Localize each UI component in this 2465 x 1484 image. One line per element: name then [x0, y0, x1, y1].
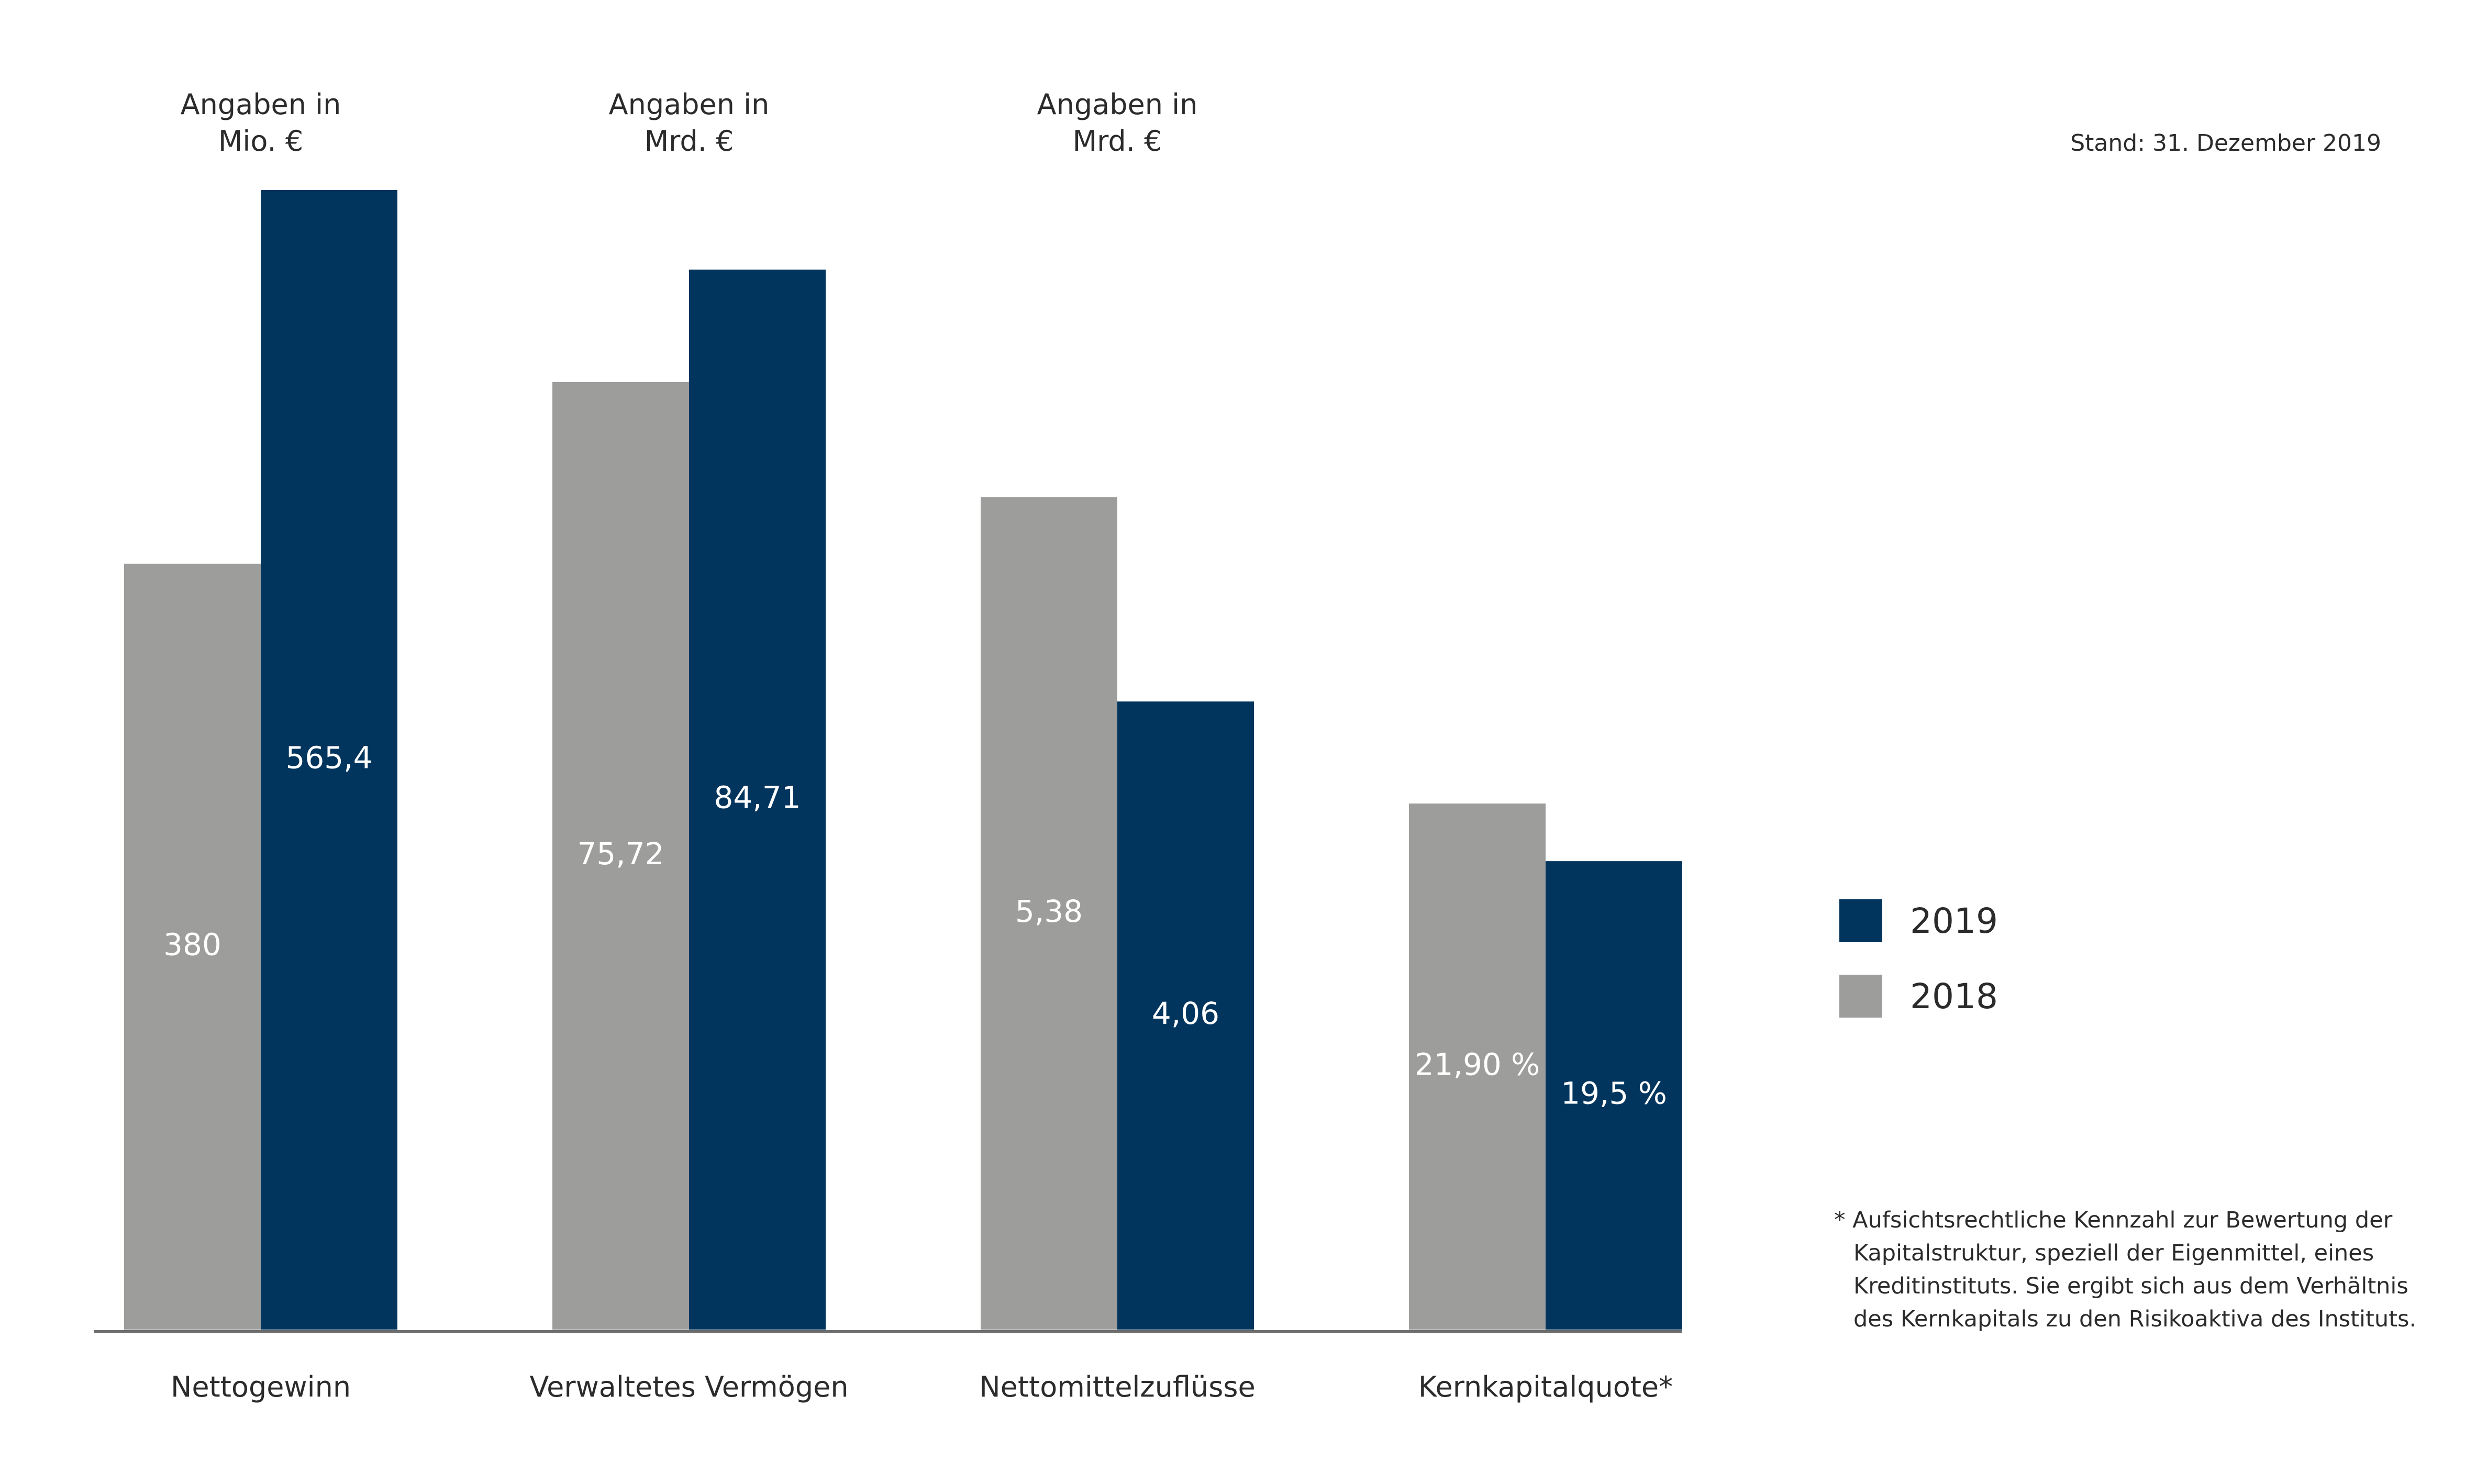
category-label-1: Verwaltetes Vermögen [529, 1370, 848, 1403]
legend: 2019 2018 [1839, 899, 1998, 1018]
bar-2018-1 [552, 382, 689, 1330]
bars-layer [124, 190, 1682, 1330]
data-label-2019-3: 19,5 % [1561, 1076, 1667, 1111]
data-label-2018-3: 21,90 % [1415, 1047, 1540, 1083]
data-label-2019-0: 565,4 [285, 740, 372, 776]
bar-2018-0 [124, 563, 261, 1330]
legend-swatch-2018 [1839, 975, 1882, 1018]
category-label-2: Nettomittelzuflüsse [979, 1370, 1255, 1403]
footnote: * Aufsichtsrechtliche Kennzahl zur Bewer… [1834, 1207, 2416, 1332]
bar-2019-0 [261, 190, 397, 1330]
footnote-line-0: * Aufsichtsrechtliche Kennzahl zur Bewer… [1834, 1207, 2393, 1233]
footnote-line-3: des Kernkapitals zu den Risikoaktiva des… [1853, 1306, 2416, 1332]
footnote-line-1: Kapitalstruktur, speziell der Eigenmitte… [1853, 1240, 2374, 1266]
legend-swatch-2019 [1839, 899, 1882, 942]
unit-label-0-0: Angaben in [181, 88, 341, 121]
unit-label-2-0: Angaben in [1037, 88, 1198, 121]
unit-label-1-1: Mrd. € [645, 125, 734, 158]
bar-2018-3 [1409, 804, 1546, 1330]
bar-2018-2 [981, 497, 1117, 1330]
bar-2019-3 [1546, 861, 1682, 1330]
data-label-2019-1: 84,71 [714, 780, 801, 816]
data-label-2018-0: 380 [163, 927, 221, 962]
data-label-2018-1: 75,72 [577, 836, 664, 872]
unit-label-0-1: Mio. € [218, 125, 303, 158]
category-label-0: Nettogewinn [171, 1370, 351, 1403]
stand-date: Stand: 31. Dezember 2019 [2070, 130, 2381, 157]
category-label-3: Kernkapitalquote* [1418, 1370, 1673, 1403]
unit-label-2-1: Mrd. € [1073, 125, 1162, 158]
legend-label-2018: 2018 [1910, 976, 1998, 1017]
labels-layer: 380 565,4 Nettogewinn Angaben in Mio. € 75,72… [163, 88, 1673, 1403]
data-label-2019-2: 4,06 [1152, 996, 1219, 1031]
bar-2019-1 [689, 270, 826, 1330]
bar-2019-2 [1117, 701, 1254, 1330]
footnote-line-2: Kreditinstituts. Sie ergibt sich aus dem… [1853, 1273, 2408, 1299]
data-label-2018-2: 5,38 [1015, 894, 1083, 929]
unit-label-1-0: Angaben in [609, 88, 770, 121]
legend-label-2019: 2019 [1910, 901, 1998, 941]
